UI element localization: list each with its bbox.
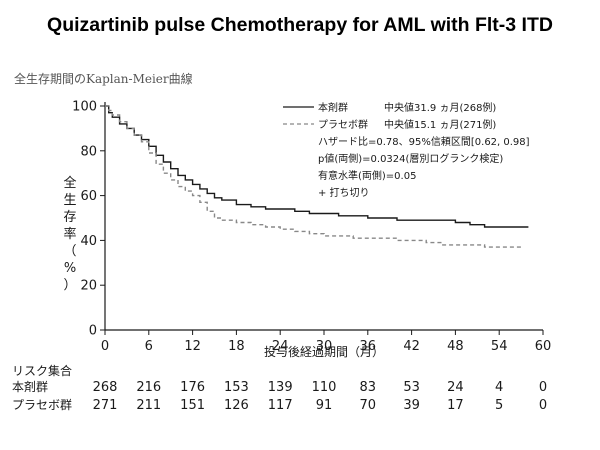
risk-cell: 268: [93, 380, 118, 395]
chart-title: 全生存期間のKaplan-Meier曲線: [14, 72, 193, 86]
annotation-censor: + 打ち切り: [318, 186, 370, 199]
risk-cell: 126: [224, 398, 249, 413]
legend-label-treatment: 本剤群: [318, 101, 348, 114]
x-tick-label: 54: [491, 339, 508, 354]
risk-cell: 271: [93, 398, 118, 413]
risk-cell: 153: [224, 380, 249, 395]
risk-cell: 139: [268, 380, 293, 395]
x-tick-label: 42: [403, 339, 420, 354]
risk-cell: 24: [447, 380, 464, 395]
x-tick-label: 0: [101, 339, 109, 354]
risk-cell: 53: [403, 380, 420, 395]
x-tick-label: 6: [145, 339, 153, 354]
survival-curves: [105, 105, 529, 248]
risk-cell: 0: [539, 380, 547, 395]
x-axis-label: 投与後経過期間（月）: [264, 344, 384, 359]
annotation-significance: 有意水準(両側)=0.05: [318, 169, 416, 182]
risk-cell: 211: [136, 398, 161, 413]
x-tick-label: 18: [228, 339, 245, 354]
x-tick-label: 12: [184, 339, 201, 354]
risk-cell: 216: [136, 380, 161, 395]
legend-median-treatment: 中央値31.9 ヵ月(268例): [384, 101, 496, 114]
risk-cell: 83: [360, 380, 377, 395]
risk-cell: 70: [360, 398, 377, 413]
legend: 本剤群 中央値31.9 ヵ月(268例) プラセボ群 中央値15.1 ヵ月(27…: [283, 101, 530, 199]
annotation-hazard-ratio: ハザード比=0.78、95%信頼区間[0.62, 0.98]: [318, 136, 530, 148]
y-tick-label: 40: [80, 234, 97, 249]
x-tick-label: 30: [316, 339, 333, 354]
axes: 0 20 40 60 80 100 0 6 12 18 24 30 36 42 48 54 60 投与後経過期間（…: [63, 100, 551, 360]
risk-row-label: プラセボ群: [12, 398, 72, 412]
y-tick-label: 20: [80, 279, 97, 294]
risk-table-header: リスク集合: [12, 363, 72, 378]
risk-cell: 4: [495, 380, 503, 395]
risk-cell: 5: [495, 398, 503, 413]
legend-median-placebo: 中央値15.1 ヵ月(271例): [384, 118, 496, 131]
series-line-placebo: [105, 105, 522, 248]
x-tick-label: 60: [535, 339, 552, 354]
slide-title: Quizartinib pulse Chemotherapy for AML w…: [47, 14, 553, 36]
y-axis-label: 全生存率（%）: [63, 175, 76, 293]
risk-cell: 91: [316, 398, 333, 413]
risk-cell: 110: [312, 380, 337, 395]
y-tick-label: 80: [80, 144, 97, 159]
risk-cell: 39: [403, 398, 420, 413]
legend-label-placebo: プラセボ群: [318, 118, 368, 131]
y-tick-label: 60: [80, 189, 97, 204]
y-tick-label: 0: [89, 324, 97, 339]
x-tick-label: 48: [447, 339, 464, 354]
risk-cell: 117: [268, 398, 293, 413]
x-tick-label: 24: [272, 339, 289, 354]
risk-cell: 17: [447, 398, 464, 413]
risk-cell: 176: [180, 380, 205, 395]
x-tick-label: 36: [360, 339, 377, 354]
annotation-p-value: p値(両側)=0.0324(層別ログランク検定): [318, 152, 503, 165]
risk-cell: 151: [180, 398, 205, 413]
y-tick-label: 100: [72, 100, 97, 115]
risk-cell: 0: [539, 398, 547, 413]
risk-row-label: 本剤群: [12, 379, 48, 394]
